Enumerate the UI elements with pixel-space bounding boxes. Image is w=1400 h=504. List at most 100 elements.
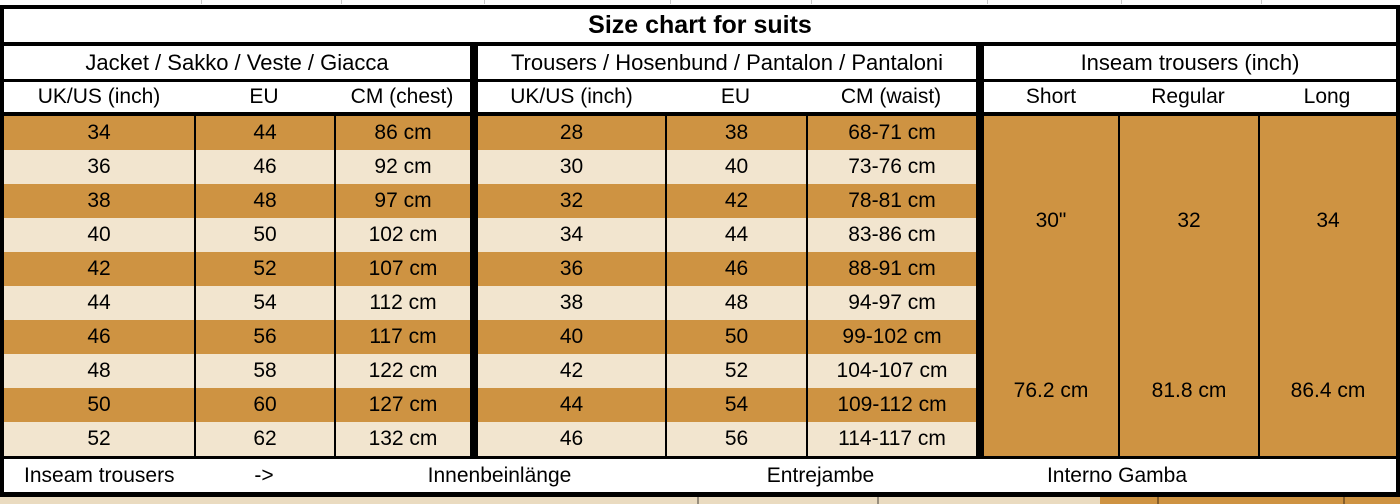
section-header-jacket: Jacket / Sakko / Veste / Giacca <box>4 46 470 82</box>
table-cell: 109-112 cm <box>806 388 976 422</box>
table-cell: 50 <box>87 393 111 416</box>
column-header-inseam-regular: Regular <box>1118 82 1258 116</box>
table-cell: 54 <box>194 286 334 320</box>
column-header-trousers-ukus: UK/US (inch) <box>478 82 665 116</box>
section-divider <box>470 46 478 82</box>
table-cell: 42 <box>87 257 111 280</box>
table-cell: 42 <box>665 184 806 218</box>
table-cell: 44 <box>87 291 111 314</box>
table-cell: 42 <box>559 359 584 382</box>
footer-row: Inseam trousers -> Innenbeinlänge Entrej… <box>4 456 1396 492</box>
table-row: 50 60 127 cm <box>4 388 470 422</box>
table-cell: 73-76 cm <box>806 150 976 184</box>
table-cell: 38 <box>559 291 584 314</box>
table-cell: 36 <box>87 155 111 178</box>
table-cell: 44 <box>665 218 806 252</box>
chart-title: Size chart for suits <box>4 9 1396 46</box>
cropped-row-below <box>0 497 1400 504</box>
table-row: 38 48 94-97 cm <box>478 286 976 320</box>
footer-empty-cell <box>1258 459 1396 492</box>
table-cell: 56 <box>194 320 334 354</box>
table-cell: 127 cm <box>334 388 470 422</box>
table-row: 40 50 99-102 cm <box>478 320 976 354</box>
footer-label-italian: Interno Gamba <box>1046 463 1188 487</box>
section-header-inseam: Inseam trousers (inch) <box>984 46 1396 82</box>
section-header-row: Jacket / Sakko / Veste / Giacca Trousers… <box>4 46 1396 82</box>
table-cell: 38 <box>87 189 111 212</box>
inseam-column-short: 30" 76.2 cm <box>984 116 1118 456</box>
table-cell: 46 <box>559 427 584 450</box>
table-row: 44 54 112 cm <box>4 286 470 320</box>
table-cell: 88-91 cm <box>806 252 976 286</box>
table-row: 38 48 97 cm <box>4 184 470 218</box>
table-row: 44 54 109-112 cm <box>478 388 976 422</box>
section-divider <box>470 116 478 456</box>
table-cell: 32 <box>1177 209 1201 232</box>
column-header-row: UK/US (inch) EU CM (chest) UK/US (inch) … <box>4 82 1396 116</box>
table-cell: 40 <box>87 223 111 246</box>
table-row: 40 50 102 cm <box>4 218 470 252</box>
table-cell: 83-86 cm <box>806 218 976 252</box>
inseam-block: 30" 76.2 cm 32 81.8 cm 34 86.4 cm <box>984 116 1396 456</box>
column-header-inseam-short: Short <box>984 82 1118 116</box>
column-header-jacket-eu: EU <box>194 82 334 116</box>
column-header-trousers-eu: EU <box>665 82 806 116</box>
table-cell: 50 <box>194 218 334 252</box>
table-cell: 112 cm <box>334 286 470 320</box>
table-cell: 86.4 cm <box>1290 379 1366 402</box>
table-cell: 102 cm <box>334 218 470 252</box>
footer-label-inseam: Inseam trousers <box>24 463 175 487</box>
table-cell: 94-97 cm <box>806 286 976 320</box>
inseam-column-regular: 32 81.8 cm <box>1118 116 1258 456</box>
section-divider <box>976 116 984 456</box>
table-row: 34 44 86 cm <box>4 116 470 150</box>
table-cell: 52 <box>194 252 334 286</box>
table-cell: 60 <box>194 388 334 422</box>
table-cell: 52 <box>665 354 806 388</box>
table-cell: 34 <box>87 121 111 144</box>
size-chart-table: Size chart for suits Jacket / Sakko / Ve… <box>0 5 1400 497</box>
table-cell: 44 <box>194 116 334 150</box>
table-cell: 48 <box>87 359 111 382</box>
table-cell: 50 <box>665 320 806 354</box>
table-cell: 46 <box>87 325 111 348</box>
table-cell: 52 <box>87 427 111 450</box>
table-cell: 62 <box>194 422 334 456</box>
table-row: 34 44 83-86 cm <box>478 218 976 252</box>
table-cell: 34 <box>559 223 584 246</box>
arrow-icon: -> <box>254 463 274 487</box>
section-divider <box>470 82 478 116</box>
table-cell: 44 <box>559 393 584 416</box>
table-cell: 81.8 cm <box>1151 379 1227 402</box>
table-cell: 46 <box>665 252 806 286</box>
section-divider <box>976 46 984 82</box>
table-cell: 78-81 cm <box>806 184 976 218</box>
table-row: 42 52 104-107 cm <box>478 354 976 388</box>
table-row: 30 40 73-76 cm <box>478 150 976 184</box>
table-row: 52 62 132 cm <box>4 422 470 456</box>
table-cell: 28 <box>559 121 584 144</box>
table-cell: 40 <box>665 150 806 184</box>
table-cell: 30 <box>559 155 584 178</box>
table-row: 46 56 114-117 cm <box>478 422 976 456</box>
table-cell: 92 cm <box>334 150 470 184</box>
table-cell: 58 <box>194 354 334 388</box>
table-cell: 97 cm <box>334 184 470 218</box>
table-cell: 86 cm <box>334 116 470 150</box>
footer-label-spanish: Entrejambe <box>766 463 875 487</box>
table-cell: 132 cm <box>334 422 470 456</box>
footer-label-german: Innenbeinlänge <box>427 463 572 487</box>
table-row: 46 56 117 cm <box>4 320 470 354</box>
table-cell: 38 <box>665 116 806 150</box>
table-cell: 122 cm <box>334 354 470 388</box>
table-cell: 36 <box>559 257 584 280</box>
table-cell: 48 <box>665 286 806 320</box>
table-row: 36 46 92 cm <box>4 150 470 184</box>
section-divider <box>976 82 984 116</box>
jacket-rows: 34 44 86 cm 36 46 92 cm 38 48 97 cm 40 50 102 cm 42 5… <box>4 116 470 456</box>
table-cell: 40 <box>559 325 584 348</box>
table-cell: 46 <box>194 150 334 184</box>
cropped-row-above <box>0 0 1400 5</box>
table-cell: 30" <box>1035 209 1067 232</box>
